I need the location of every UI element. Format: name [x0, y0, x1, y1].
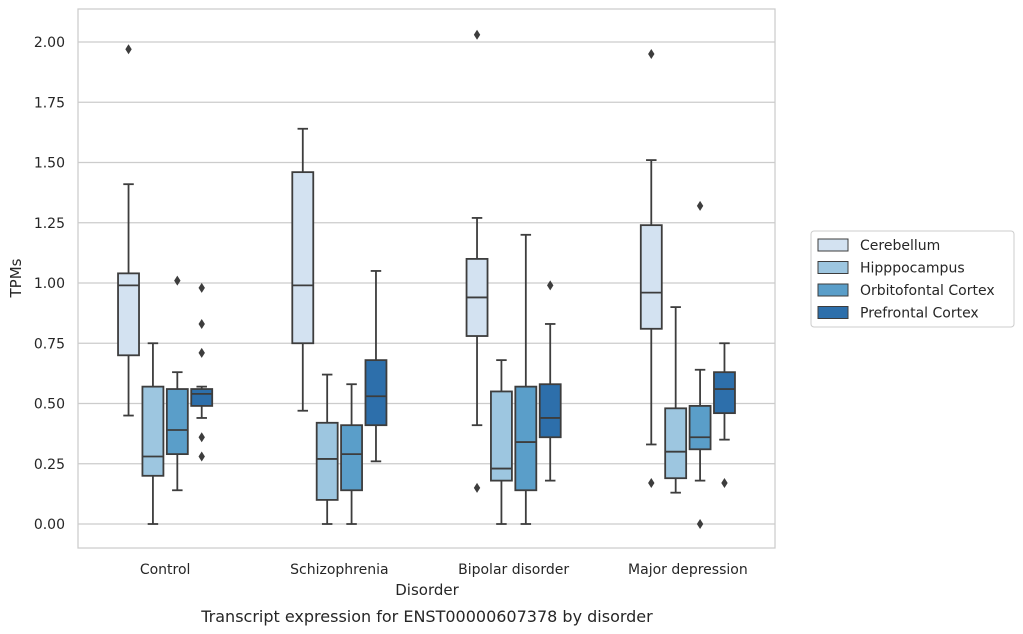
x-axis-title: Disorder	[395, 581, 459, 599]
box-body	[713, 371, 736, 415]
y-tick-label: 0.50	[34, 397, 65, 413]
chart-title: Transcript expression for ENST0000060737…	[200, 607, 653, 626]
box-body	[514, 385, 538, 492]
box-prefrontal-cortex	[190, 282, 214, 462]
box-cerebellum	[291, 127, 315, 412]
x-tick-label: Schizophrenia	[290, 562, 388, 578]
outlier-marker	[198, 282, 205, 293]
y-tick-label: 0.75	[34, 336, 65, 352]
box-body	[165, 388, 189, 456]
box-body	[190, 388, 214, 407]
box-prefrontal-cortex	[538, 280, 562, 482]
legend-swatch	[817, 238, 849, 252]
box-body	[141, 385, 165, 477]
box-orbitofontal-cortex	[340, 383, 363, 525]
box-body	[315, 421, 339, 501]
box-hipppocampus	[490, 359, 513, 525]
box-hipppocampus	[664, 306, 688, 494]
box-body	[117, 272, 140, 357]
x-tick-labels: Control Schizophrenia Bipolar disorder Majo…	[140, 562, 748, 578]
outlier-marker	[473, 29, 481, 40]
outlier-marker	[648, 49, 655, 60]
boxplots	[117, 29, 736, 529]
legend-label: Prefrontal Cortex	[860, 306, 979, 322]
legend-frame	[810, 230, 1015, 328]
y-tick-label: 0.00	[34, 517, 65, 533]
box-body	[538, 383, 562, 439]
box-cerebellum	[117, 44, 140, 417]
outlier-marker	[198, 432, 205, 443]
legend-swatch	[817, 261, 849, 274]
outlier-marker	[198, 451, 205, 462]
box-cerebellum	[465, 29, 489, 493]
plot-frame	[77, 8, 776, 549]
legend-label: Orbitofontal Cortex	[860, 283, 995, 299]
y-tick-label: 1.00	[34, 276, 65, 292]
legend-label: Cerebellum	[860, 238, 940, 254]
y-tick-label: 1.50	[34, 156, 65, 172]
box-body	[364, 359, 388, 427]
outlier-marker	[648, 478, 655, 489]
outlier-marker	[198, 347, 205, 358]
box-body	[490, 390, 513, 482]
box-prefrontal-cortex	[713, 342, 736, 489]
y-tick-label: 1.25	[34, 216, 65, 232]
x-tick-label: Control	[140, 562, 191, 578]
legend: Cerebellum Hipppocampus Orbitofontal Corte…	[810, 230, 1015, 328]
y-tick-label: 0.25	[34, 457, 65, 473]
legend-swatch	[817, 283, 849, 297]
box-orbitofontal-cortex	[688, 200, 712, 529]
box-body	[664, 407, 688, 480]
outlier-marker	[473, 482, 481, 493]
outlier-marker	[696, 519, 704, 529]
box-hipppocampus	[315, 373, 339, 525]
y-axis-title: TPMs	[7, 258, 25, 298]
x-tick-label: Major depression	[628, 562, 748, 578]
box-body	[340, 424, 363, 492]
outlier-marker	[198, 318, 205, 329]
y-tick-label: 2.00	[34, 35, 65, 51]
x-tick-label: Bipolar disorder	[458, 562, 569, 578]
box-orbitofontal-cortex	[165, 275, 189, 492]
y-tick-labels: 0.00 0.25 0.50 0.75 1.00 1.25 1.50 1.75 2.00	[34, 35, 65, 533]
outlier-marker	[721, 478, 728, 489]
legend-label: Hipppocampus	[860, 261, 965, 277]
outlier-marker	[696, 200, 704, 211]
box-hipppocampus	[141, 342, 165, 525]
box-orbitofontal-cortex	[514, 233, 538, 525]
y-tick-label: 1.75	[34, 95, 65, 111]
box-body	[291, 171, 315, 345]
outlier-marker	[547, 280, 554, 291]
outlier-marker	[174, 275, 181, 286]
legend-swatch	[817, 306, 849, 319]
box-body	[639, 224, 663, 330]
box-prefrontal-cortex	[364, 270, 388, 463]
outlier-marker	[125, 44, 132, 55]
box-body	[688, 405, 712, 451]
box-cerebellum	[639, 49, 663, 489]
